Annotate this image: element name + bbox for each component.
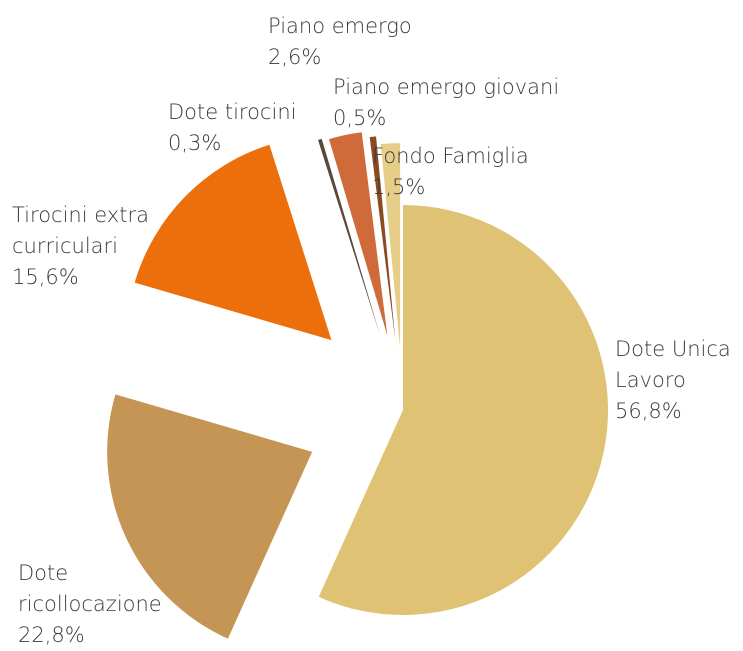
slice-label: Dote tirocini 0,3%	[168, 97, 318, 159]
category-label: Dote Unica Lavoro	[615, 337, 731, 392]
value-label: 0,3%	[168, 131, 222, 155]
slice-label: Piano emergo 2,6%	[268, 11, 448, 73]
pie-slice	[328, 132, 388, 336]
pie-slice	[369, 136, 396, 341]
value-label: 0,5%	[333, 106, 387, 130]
category-label: Dote ricollocazione	[18, 561, 162, 616]
pie-slice	[380, 143, 401, 349]
category-label: Tirocini extra curriculari	[12, 203, 149, 258]
slice-label: Tirocini extra curriculari 15,6%	[12, 200, 152, 293]
value-label: 56,8%	[615, 399, 682, 423]
slice-label: Fondo Famiglia 1,5%	[372, 141, 572, 203]
pie-slice	[107, 394, 313, 639]
value-label: 1,5%	[372, 175, 426, 199]
slice-label: Dote ricollocazione 22,8%	[18, 558, 188, 651]
slice-label: Dote Unica Lavoro 56,8%	[615, 334, 743, 427]
category-label: Piano emergo giovani	[333, 75, 560, 99]
value-label: 22,8%	[18, 623, 85, 647]
category-label: Fondo Famiglia	[372, 144, 529, 168]
category-label: Piano emergo	[268, 14, 412, 38]
value-label: 2,6%	[268, 45, 322, 69]
pie-slice	[318, 205, 608, 615]
pie-slice	[318, 138, 381, 336]
pie-slice	[134, 144, 332, 341]
value-label: 15,6%	[12, 265, 79, 289]
category-label: Dote tirocini	[168, 100, 297, 124]
slice-label: Piano emergo giovani 0,5%	[333, 72, 593, 134]
